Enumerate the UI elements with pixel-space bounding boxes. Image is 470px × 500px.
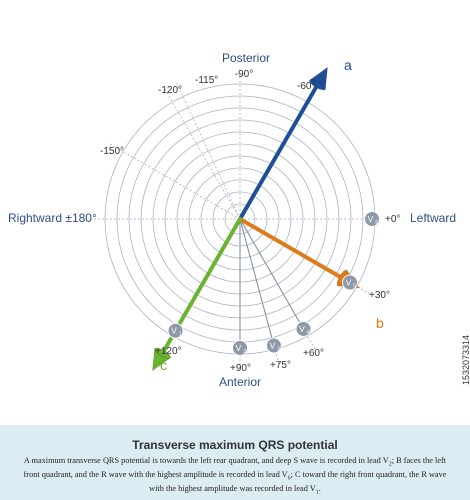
lead-badge-v5-subscript: 5: [353, 284, 356, 290]
lead-badge-v1-subscript: 1: [179, 332, 182, 338]
label-leftward: Leftward: [410, 211, 456, 225]
lead-axis-lines: [90, 69, 371, 369]
lead-badge-v2-label: V: [236, 343, 242, 353]
vector-b-label: b: [376, 315, 384, 331]
vector-a-arrow-base: [309, 79, 326, 91]
caption-sub-1: 2: [388, 461, 392, 468]
angle-guide-line: [164, 88, 241, 220]
lead-badge-v5-label: V: [346, 278, 352, 288]
lead-axis-line: [239, 218, 275, 345]
stock-id: 1532073314: [461, 334, 470, 386]
caption-part-2: ; B faces the left front quadrant, and t…: [23, 456, 447, 479]
angle-minus-60: -60°: [297, 81, 315, 92]
angle-guide-line: [176, 82, 241, 220]
caption-part-1: A maximum transverse QRS potential is to…: [23, 456, 389, 465]
caption-part-4: .: [318, 483, 321, 493]
lead-badges: V 6V 5V 4V 3V 2V 1: [167, 211, 380, 356]
lead-badge-v6: [364, 211, 380, 227]
vector-c-arrow-base: [154, 347, 171, 359]
angle-plus-120: +120°: [155, 346, 182, 357]
lead-badge-v2-subscript: 2: [243, 349, 246, 355]
vector-c-label: c: [160, 357, 167, 373]
vector-b-shaft: [238, 217, 345, 280]
caption-title: Transverse maximum QRS potential: [132, 438, 338, 452]
angle-minus-90: -90°: [235, 69, 253, 80]
label-anterior: Anterior: [219, 375, 261, 389]
caption-sub-3: 1: [315, 489, 319, 496]
angle-plus-90: +90°: [230, 363, 251, 374]
lead-badge-v1: [167, 322, 184, 339]
angle-plus-75: +75°: [270, 360, 291, 371]
angle-plus-30: +30°: [369, 290, 390, 301]
lead-badge-v2: [232, 340, 248, 356]
lead-badge-v5: [341, 274, 358, 291]
angle-minus-150: -150°: [100, 146, 124, 157]
label-posterior: Posterior: [222, 51, 270, 65]
lead-badge-v4-subscript: 4: [307, 330, 310, 336]
lead-badge-v3-subscript: 3: [277, 347, 280, 353]
caption-sub-2: 6: [287, 475, 291, 482]
lead-badge-v3: [265, 337, 282, 354]
angle-minus-115: -115°: [195, 75, 218, 86]
angle-plus-0: +0°: [385, 214, 400, 225]
caption-part-3: ; C toward the right front quadrant, the…: [149, 469, 447, 493]
vector-a-label: a: [344, 57, 352, 73]
angle-minus-120: -120°: [158, 85, 182, 96]
angle-plus-60: +60°: [303, 348, 324, 359]
lead-badge-v4: [295, 320, 312, 337]
lead-badge-v4-label: V: [299, 324, 305, 334]
lead-badge-v6-subscript: 6: [375, 220, 378, 226]
lead-axis-line: [239, 218, 306, 332]
caption-panel: [0, 425, 470, 500]
transverse-plane-diagram: abc V 6V 5V 4V 3V 2V 1 Posterior Anterior Righ…: [8, 51, 456, 389]
vector-a-shaft: [238, 82, 320, 221]
lead-badge-v6-label: V: [368, 214, 374, 224]
label-rightward: Rightward ±180°: [8, 211, 97, 225]
angle-guide-line: [109, 143, 241, 220]
lead-badge-v1-label: V: [171, 326, 177, 336]
lead-badge-v3-label: V: [270, 341, 276, 351]
caption-text: A maximum transverse QRS potential is to…: [18, 456, 452, 498]
